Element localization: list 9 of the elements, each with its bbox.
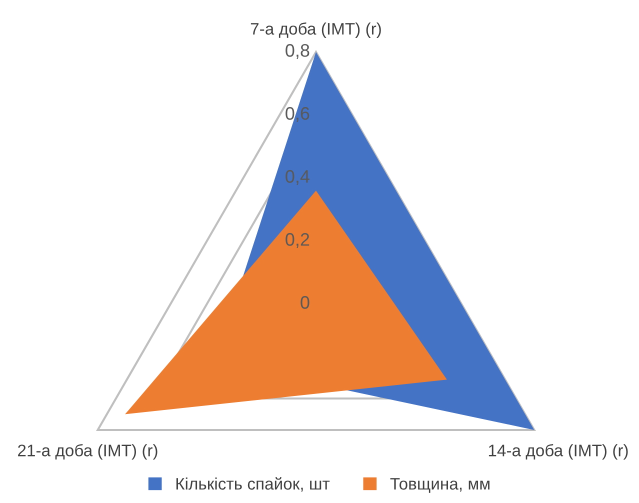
y-tick-label: 0,8 xyxy=(286,44,310,59)
spoke-label: 21-а доба (IMT) (r) xyxy=(18,444,158,460)
y-tick-label: 0,2 xyxy=(286,233,310,248)
y-tick-label: 0 xyxy=(300,296,310,309)
legend-label: Кількість спайок, шт xyxy=(176,477,330,492)
spoke-label: 14-а доба (IMT) (r) xyxy=(488,444,628,460)
spoke-label: 7-а доба (IMT) (r) xyxy=(250,22,381,38)
legend-label: Товщина, мм xyxy=(390,478,490,493)
y-tick-label: 0,4 xyxy=(286,170,310,185)
